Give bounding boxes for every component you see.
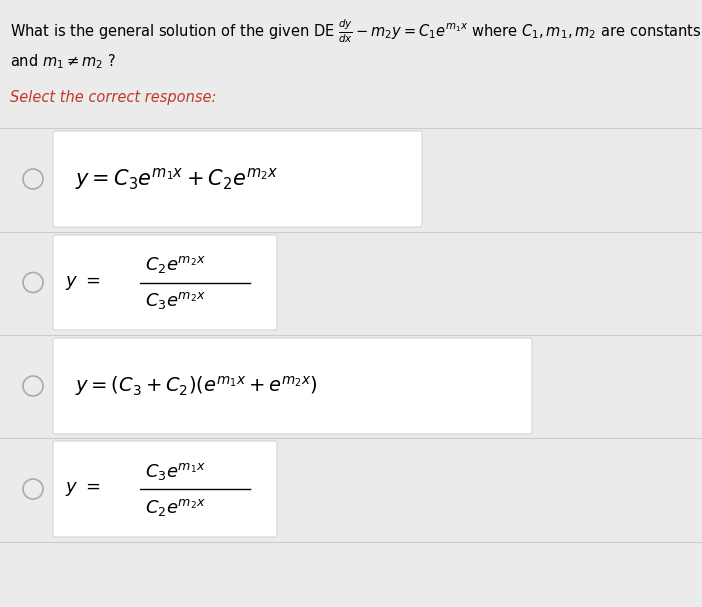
- Text: $y\ =\ $: $y\ =\ $: [65, 480, 100, 498]
- Text: and $m_1 \neq m_2$ ?: and $m_1 \neq m_2$ ?: [10, 52, 116, 70]
- Text: $C_3e^{m_1x}$: $C_3e^{m_1x}$: [145, 461, 206, 481]
- FancyBboxPatch shape: [53, 131, 422, 227]
- FancyBboxPatch shape: [53, 235, 277, 330]
- Text: What is the general solution of the given DE $\frac{dy}{dx} - m_2y = C_1e^{m_1x}: What is the general solution of the give…: [10, 18, 702, 46]
- FancyBboxPatch shape: [53, 338, 532, 434]
- Text: $y = C_3e^{m_1x} + C_2e^{m_2x}$: $y = C_3e^{m_1x} + C_2e^{m_2x}$: [75, 166, 278, 192]
- FancyBboxPatch shape: [53, 441, 277, 537]
- Text: $C_2e^{m_2x}$: $C_2e^{m_2x}$: [145, 254, 206, 275]
- Text: $y = (C_3 + C_2)(e^{m_1x} + e^{m_2x})$: $y = (C_3 + C_2)(e^{m_1x} + e^{m_2x})$: [75, 374, 318, 398]
- Text: $C_2e^{m_2x}$: $C_2e^{m_2x}$: [145, 497, 206, 518]
- Text: $y\ =\ $: $y\ =\ $: [65, 274, 100, 291]
- Text: $C_3e^{m_2x}$: $C_3e^{m_2x}$: [145, 290, 206, 311]
- Text: Select the correct response:: Select the correct response:: [10, 90, 216, 105]
